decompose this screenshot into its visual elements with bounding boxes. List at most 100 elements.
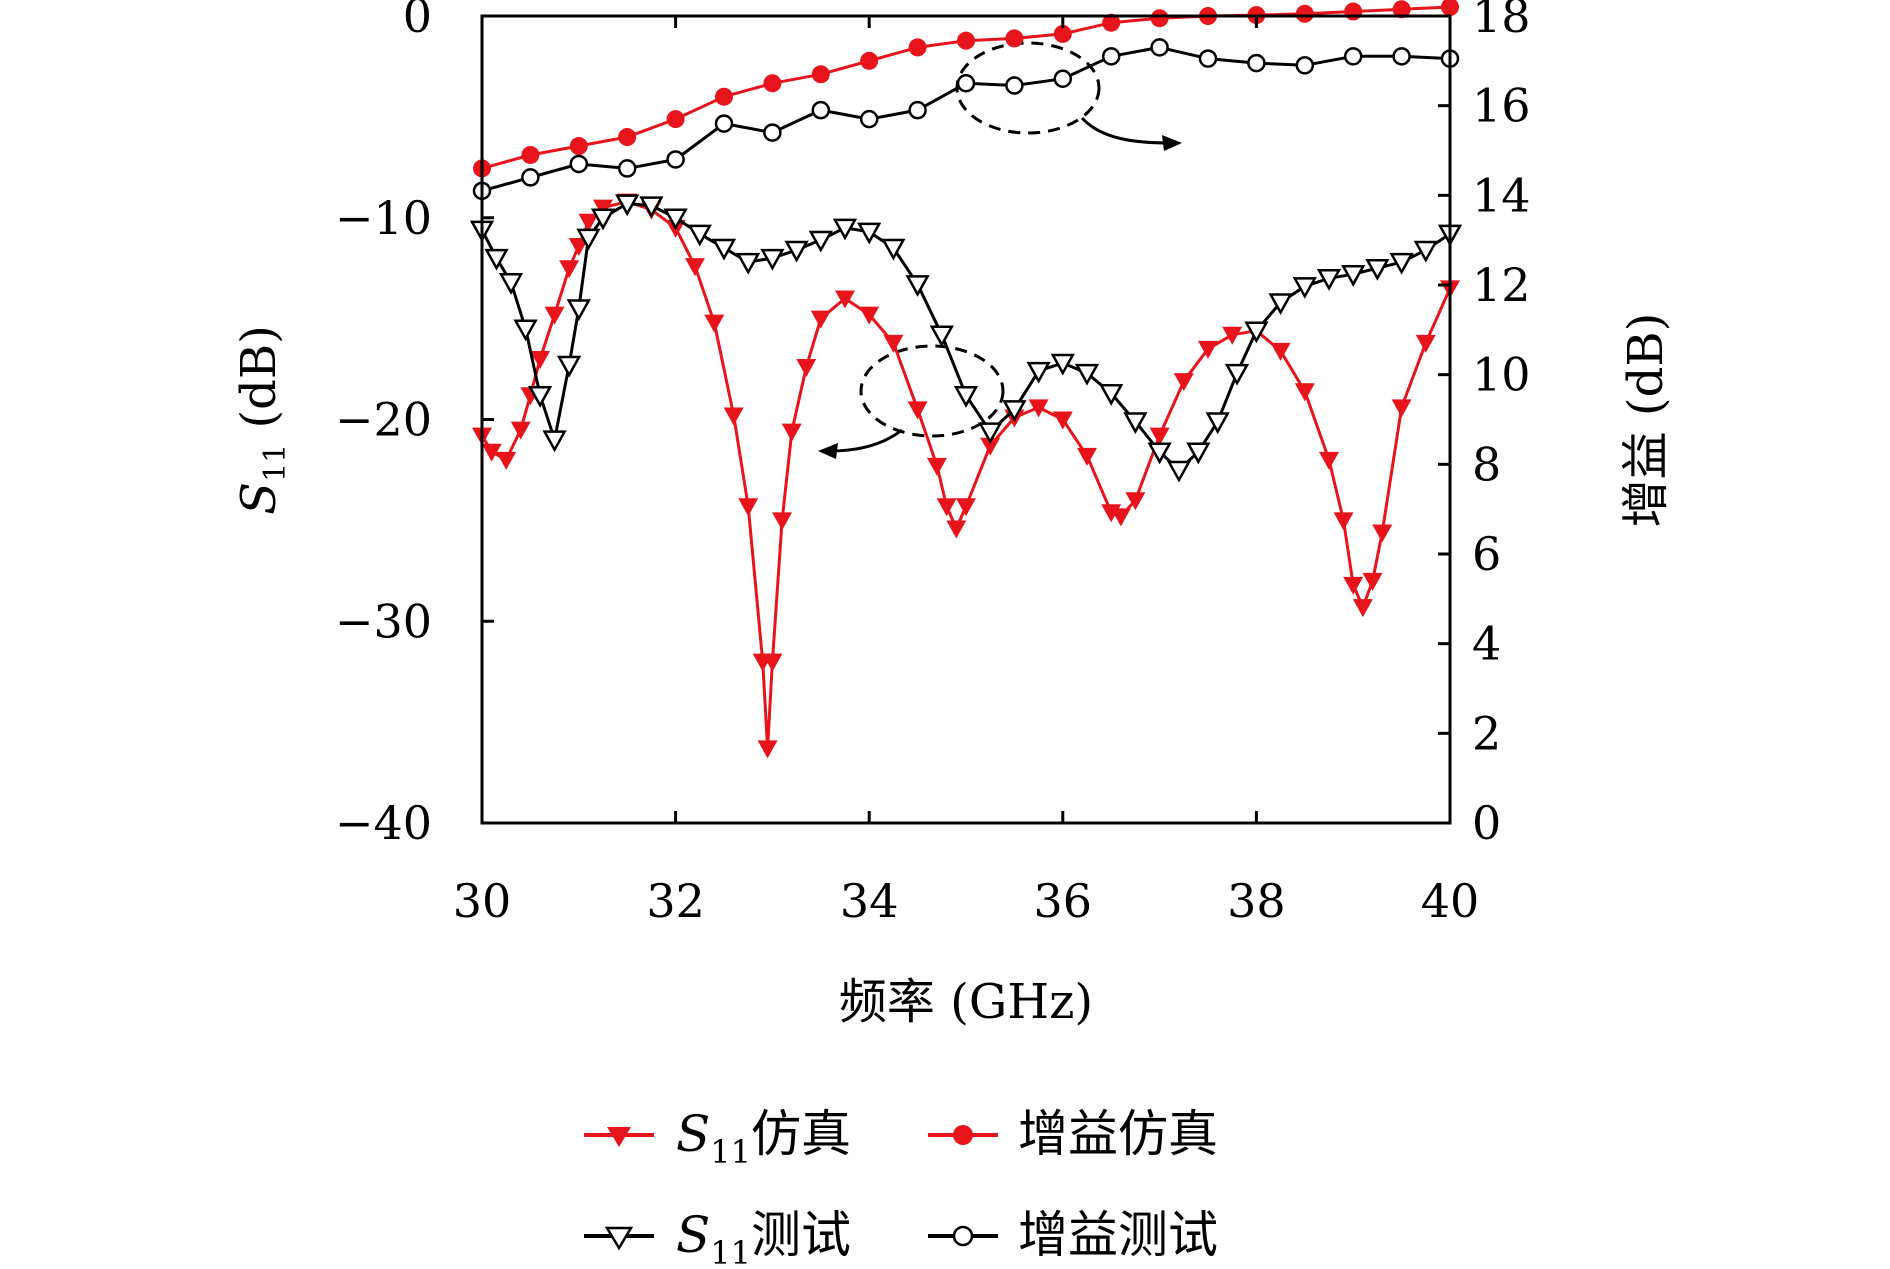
data-point (542, 430, 567, 453)
data-point (1415, 334, 1436, 353)
data-point (711, 238, 737, 261)
data-point (704, 314, 725, 333)
y-right-tick-label: 12 (1472, 258, 1531, 312)
data-point (1343, 47, 1363, 66)
data-point (1005, 76, 1024, 95)
data-point (544, 306, 565, 325)
data-point (1341, 264, 1366, 287)
data-point (1099, 384, 1124, 406)
data-point (663, 208, 688, 231)
data-point (569, 137, 588, 156)
legend-item-gain-sim: 增益仿真 (928, 1105, 1218, 1163)
data-point (578, 213, 599, 232)
data-point (1102, 13, 1121, 32)
y-right-tick-label: 16 (1472, 79, 1531, 133)
x-tick-label: 30 (453, 874, 512, 928)
data-point (736, 252, 761, 275)
data-point (617, 159, 637, 178)
s11-annotation-arrowhead (818, 443, 838, 459)
data-point (781, 423, 802, 442)
legend-item-s11-test: S11测试 (584, 1206, 851, 1269)
data-point (576, 228, 601, 251)
data-point (666, 110, 685, 129)
data-point (811, 100, 831, 120)
data-point (757, 740, 778, 759)
legend-label-sub: 11 (710, 1133, 751, 1171)
y-right-tick-label: 18 (1472, 0, 1531, 43)
data-point (1053, 69, 1073, 89)
data-point (1052, 411, 1073, 430)
data-point (1268, 293, 1293, 316)
data-point (559, 260, 580, 279)
data-point (687, 224, 712, 247)
data-point (929, 325, 954, 348)
data-point (1026, 361, 1051, 384)
data-point (762, 653, 783, 672)
series-line (480, 202, 1451, 472)
series-layer (469, 0, 1463, 759)
data-point (1244, 321, 1269, 344)
data-point (881, 238, 906, 261)
x-axis-title: 频率 (GHz) (839, 974, 1093, 1030)
data-point (1198, 340, 1218, 359)
data-point (714, 114, 734, 133)
data-point (1050, 353, 1075, 376)
data-point (568, 237, 589, 256)
legend-label-base: S (676, 1105, 710, 1163)
data-point (1077, 447, 1097, 466)
data-point (639, 196, 664, 219)
y-left-tick-label: −10 (335, 191, 432, 245)
data-point (905, 275, 930, 297)
data-point (1295, 56, 1315, 75)
data-point (590, 208, 616, 231)
data-point (859, 109, 879, 129)
right-axis-title: 增益 (dB) (1618, 313, 1674, 528)
legend-swatch-marker (953, 1125, 973, 1145)
data-point (953, 386, 979, 408)
data-point (1074, 363, 1100, 386)
legend: S11仿真 增益仿真 S11测试 增益测试 (584, 1105, 1218, 1269)
data-point (615, 194, 640, 217)
y-left-tick-label: −40 (335, 796, 432, 850)
data-point (513, 319, 538, 342)
data-point (811, 65, 830, 84)
data-point (857, 222, 882, 245)
data-point (496, 451, 517, 470)
y-left-tick-label: −30 (335, 594, 432, 648)
data-point (1343, 576, 1364, 595)
data-point (1205, 412, 1230, 435)
data-point (1344, 2, 1363, 21)
y-right-tick-label: 10 (1472, 348, 1531, 402)
data-point (1198, 49, 1218, 68)
legend-item-s11-sim: S11仿真 (584, 1105, 851, 1171)
data-point (1319, 451, 1339, 470)
data-point (1125, 492, 1146, 511)
legend-label-gain-sim: 增益仿真 (1018, 1105, 1218, 1163)
data-point (1316, 269, 1342, 291)
data-point (1110, 508, 1131, 527)
series-1 (469, 194, 1463, 483)
data-point (1391, 399, 1412, 418)
data-point (956, 74, 976, 93)
data-point (1166, 460, 1192, 483)
data-point (796, 359, 817, 378)
data-point (1150, 9, 1169, 28)
left-axis-title-base: S (231, 482, 287, 515)
data-point (978, 422, 1003, 445)
data-point (763, 74, 782, 93)
gain-annotation-arrow (1080, 116, 1171, 145)
data-point (566, 299, 591, 322)
data-point (618, 128, 637, 147)
left-axis-title: S11 (dB) (231, 325, 293, 515)
data-point (715, 87, 733, 106)
data-point (763, 123, 782, 142)
legend-label-sub: 11 (710, 1234, 751, 1269)
data-point (907, 401, 928, 420)
data-point (1389, 252, 1414, 275)
annotations (818, 41, 1182, 459)
data-point (1147, 442, 1172, 465)
data-point (956, 498, 976, 517)
data-point (832, 218, 858, 241)
x-tick-label: 34 (840, 874, 899, 928)
